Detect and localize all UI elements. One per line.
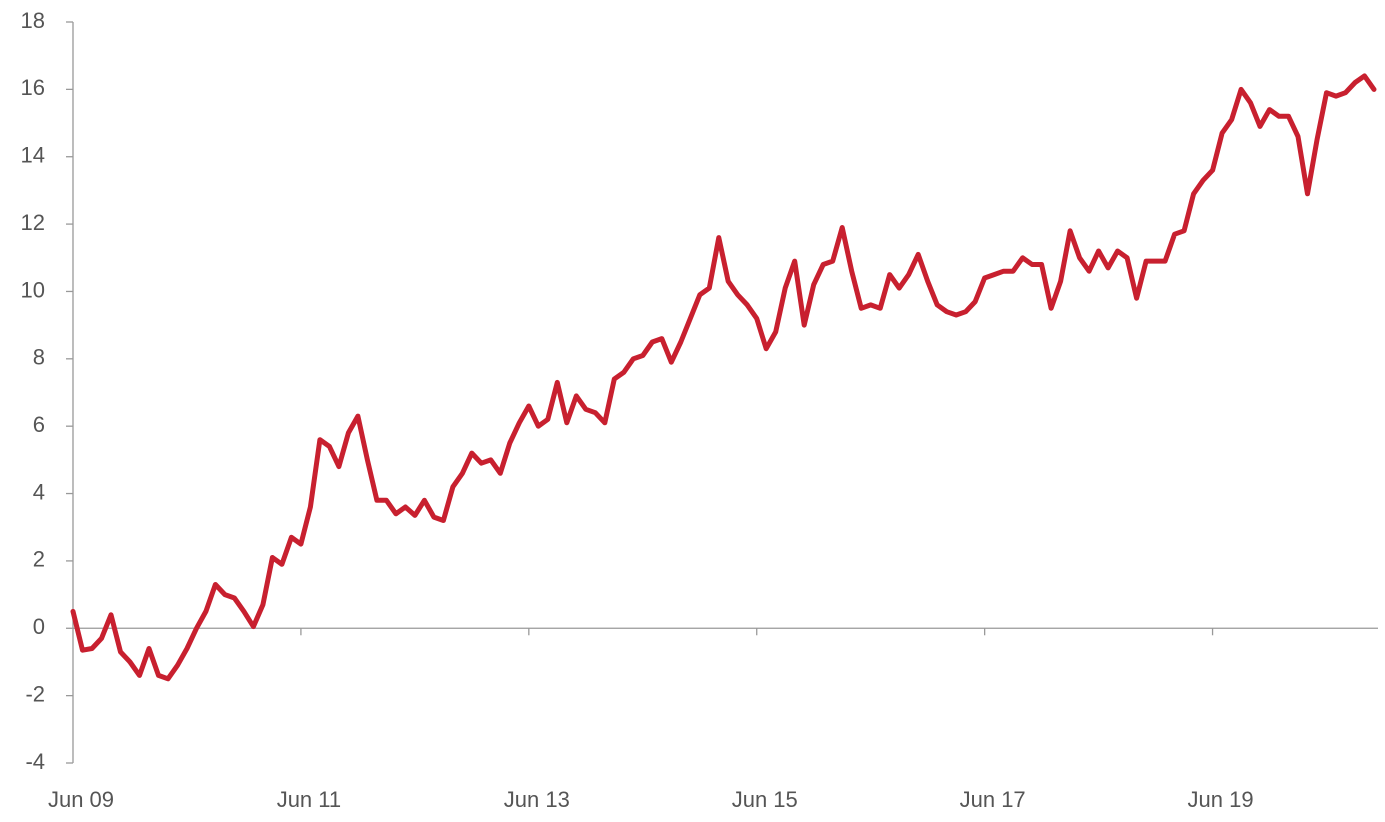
x-tick-label: Jun 17 bbox=[960, 787, 1026, 812]
y-tick-label: 10 bbox=[21, 277, 45, 302]
y-tick-label: 0 bbox=[33, 614, 45, 639]
y-tick-label: 18 bbox=[21, 8, 45, 33]
x-tick-label: Jun 19 bbox=[1188, 787, 1254, 812]
y-tick-label: -2 bbox=[25, 681, 45, 706]
x-tick-label: Jun 15 bbox=[732, 787, 798, 812]
y-tick-label: 14 bbox=[21, 143, 45, 168]
x-tick-label: Jun 11 bbox=[277, 787, 341, 812]
y-tick-label: -4 bbox=[25, 749, 45, 774]
y-tick-label: 12 bbox=[21, 210, 45, 235]
y-tick-label: 6 bbox=[33, 412, 45, 437]
data-line bbox=[70, 73, 1377, 682]
y-tick-label: 2 bbox=[33, 547, 45, 572]
y-tick-label: 16 bbox=[21, 75, 45, 100]
x-tick-label: Jun 09 bbox=[48, 787, 114, 812]
x-tick-label: Jun 13 bbox=[504, 787, 570, 812]
y-tick-label: 8 bbox=[33, 345, 45, 370]
y-tick-label: 4 bbox=[33, 479, 45, 504]
